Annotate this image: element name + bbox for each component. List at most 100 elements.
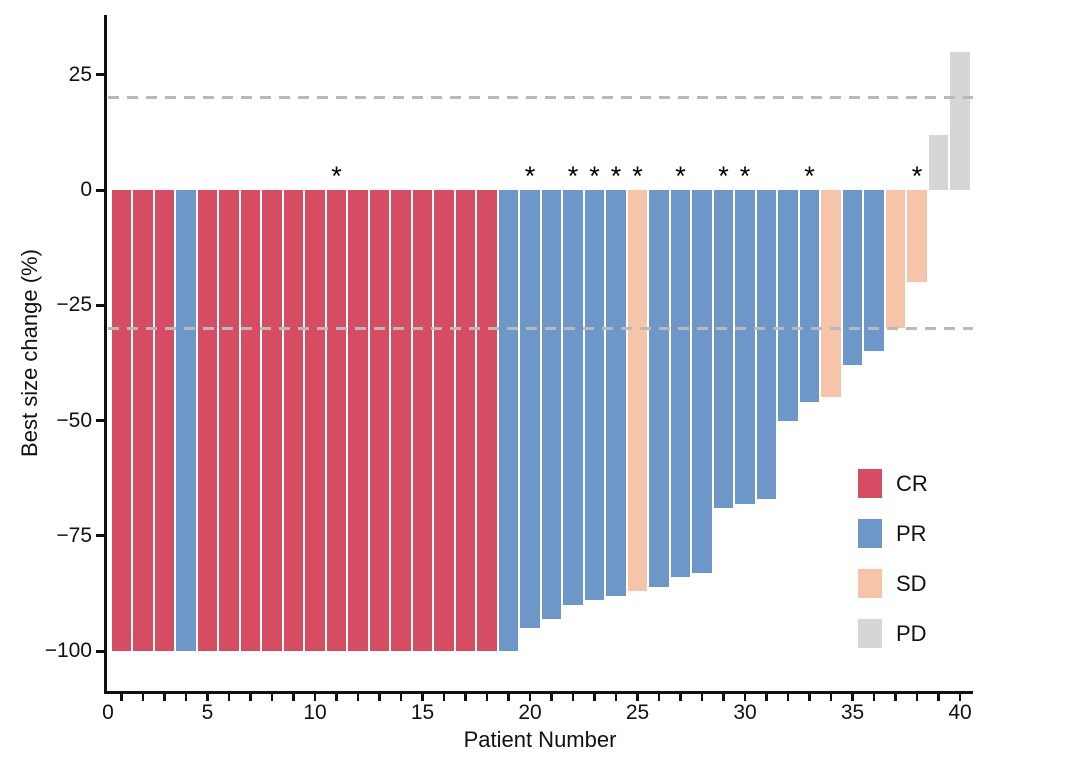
asterisk-patient-30: * xyxy=(739,161,751,191)
asterisk-patient-29: * xyxy=(718,161,729,191)
bar-patient-3-cr xyxy=(154,190,175,652)
x-tick-bar-17 xyxy=(464,694,467,701)
x-tick-bar-33 xyxy=(808,694,811,701)
x-tick-label-40: 40 xyxy=(948,701,972,724)
bar-patient-40-pd xyxy=(950,51,970,190)
x-tick-bar-26 xyxy=(657,694,661,701)
bar-patient-26-pr xyxy=(649,190,669,587)
bar-patient-16-cr xyxy=(434,190,454,652)
y-tick--50 xyxy=(96,419,104,423)
x-tick-label-15: 15 xyxy=(410,701,435,724)
reference-line-20-percent xyxy=(108,96,973,100)
x-tick-bar-6 xyxy=(227,694,231,701)
x-tick-bar-20 xyxy=(528,694,532,701)
y-tick-label-25: 25 xyxy=(68,62,92,86)
bar-patient-28-pr xyxy=(692,190,712,573)
x-tick-label-0: 0 xyxy=(102,701,114,724)
x-tick-bar-39 xyxy=(937,694,940,701)
x-tick-bar-15 xyxy=(421,694,424,701)
y-tick-label--25: −25 xyxy=(56,293,92,317)
bar-patient-19-pr xyxy=(498,190,519,652)
bar-patient-31-pr xyxy=(756,190,777,499)
y-tick--75 xyxy=(96,534,104,538)
x-tick-bar-19 xyxy=(507,694,510,701)
x-tick-bar-11 xyxy=(335,694,338,701)
bar-patient-18-cr xyxy=(477,190,497,652)
bar-patient-36-pr xyxy=(864,190,884,352)
x-tick-label-5: 5 xyxy=(201,701,214,724)
bar-patient-34-sd xyxy=(821,190,841,398)
bar-patient-32-pr xyxy=(778,190,798,421)
y-tick-25 xyxy=(96,73,104,77)
x-tick-bar-4 xyxy=(184,694,188,701)
x-tick-bar-24 xyxy=(614,694,618,701)
y-axis-line xyxy=(104,15,107,694)
x-tick-bar-31 xyxy=(765,694,768,701)
reference-line--30-percent xyxy=(108,326,973,330)
bar-patient-2-cr xyxy=(133,190,153,652)
x-tick-bar-28 xyxy=(700,694,704,701)
asterisk-patient-38: * xyxy=(911,161,923,191)
x-tick-bar-34 xyxy=(829,694,833,701)
y-tick-0 xyxy=(96,188,104,192)
x-tick-label-35: 35 xyxy=(840,701,865,724)
x-tick-bar-18 xyxy=(485,694,489,701)
x-tick-label-25: 25 xyxy=(625,701,650,724)
legend-swatch-cr xyxy=(858,469,882,498)
x-tick-bar-10 xyxy=(313,694,317,701)
bar-patient-38-sd xyxy=(907,190,927,283)
y-tick-label-0: 0 xyxy=(80,178,92,201)
x-tick-bar-32 xyxy=(786,694,790,701)
x-tick-bar-25 xyxy=(636,694,639,701)
x-axis-title: Patient Number xyxy=(463,727,617,752)
asterisk-patient-33: * xyxy=(804,161,815,191)
asterisk-patient-20: * xyxy=(524,161,536,191)
bar-patient-8-cr xyxy=(262,190,282,652)
bar-patient-6-cr xyxy=(219,190,239,652)
x-tick-bar-14 xyxy=(399,694,403,701)
x-tick-label-30: 30 xyxy=(733,701,757,724)
asterisk-patient-22: * xyxy=(567,161,579,191)
legend-swatch-pr xyxy=(858,519,882,548)
bar-patient-22-pr xyxy=(563,190,583,605)
x-tick-bar-16 xyxy=(442,694,446,701)
bar-patient-37-sd xyxy=(885,190,906,329)
x-tick-bar-35 xyxy=(851,694,854,701)
bar-patient-17-cr xyxy=(455,190,476,652)
bar-patient-4-pr xyxy=(176,190,196,652)
bar-patient-9-cr xyxy=(283,190,304,652)
x-tick-bar-36 xyxy=(872,694,876,701)
x-tick-bar-5 xyxy=(206,694,209,701)
bar-patient-10-cr xyxy=(305,190,325,652)
bar-patient-33-pr xyxy=(799,190,820,403)
x-tick-bar-30 xyxy=(743,694,747,701)
bar-patient-13-cr xyxy=(369,190,390,652)
x-tick-bar-29 xyxy=(722,694,725,701)
x-tick-bar-23 xyxy=(593,694,596,701)
legend-swatch-sd xyxy=(858,569,882,598)
bar-patient-24-pr xyxy=(606,190,626,596)
legend-label-pr: PR xyxy=(896,520,927,546)
bar-patient-25-sd xyxy=(627,190,648,592)
bar-patient-5-cr xyxy=(197,190,218,652)
x-tick-bar-37 xyxy=(894,694,897,701)
bar-patient-39-pd xyxy=(928,134,949,190)
bar-patient-14-cr xyxy=(391,190,411,652)
x-axis-line xyxy=(104,691,973,694)
y-tick--25 xyxy=(96,303,104,307)
asterisk-patient-27: * xyxy=(675,161,686,191)
bar-patient-15-cr xyxy=(412,190,433,652)
y-tick-label--100: −100 xyxy=(44,639,92,663)
asterisk-patient-24: * xyxy=(610,161,622,191)
x-tick-bar-1 xyxy=(120,694,123,701)
legend-label-pd: PD xyxy=(896,620,927,646)
bar-patient-35-pr xyxy=(842,190,863,366)
legend-swatch-pd xyxy=(858,619,882,648)
bar-patient-11-cr xyxy=(326,190,347,652)
bar-patient-27-pr xyxy=(670,190,691,578)
x-tick-bar-22 xyxy=(571,694,575,701)
asterisk-patient-23: * xyxy=(589,161,600,191)
x-tick-bar-40 xyxy=(958,694,962,701)
asterisk-patient-11: * xyxy=(331,161,342,191)
